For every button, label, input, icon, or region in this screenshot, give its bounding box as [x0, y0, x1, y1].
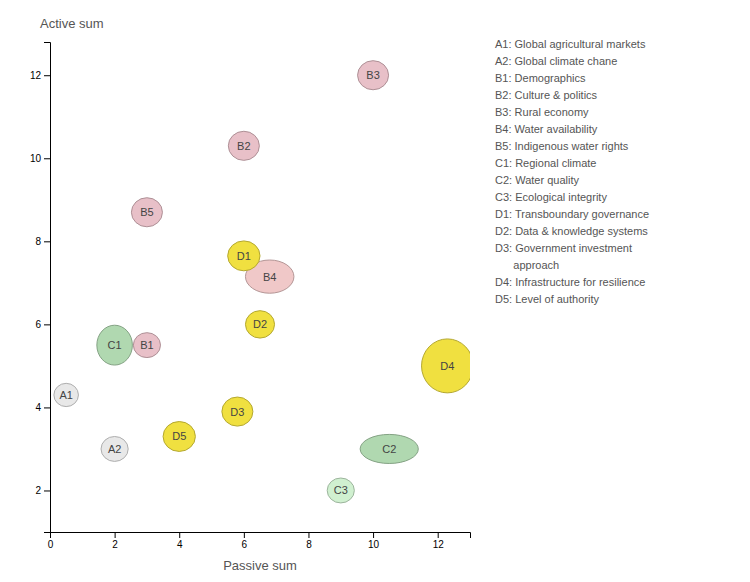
tick: 8: [306, 532, 312, 550]
tick: 10: [368, 532, 380, 550]
point-label: D1: [237, 250, 251, 262]
point-label: A2: [108, 443, 121, 455]
tick: 6: [35, 319, 50, 330]
tick-mark: [44, 407, 50, 408]
legend-entry: B4: Water availability: [495, 123, 598, 135]
legend-entry: D5: Level of authority: [495, 293, 599, 305]
axis-line: [51, 533, 471, 539]
point: [228, 131, 259, 160]
tick-label: 0: [48, 539, 54, 550]
tick-label: 10: [368, 539, 380, 550]
point-label: B4: [263, 271, 276, 283]
tick: 4: [177, 532, 183, 550]
tick-label: 8: [306, 539, 312, 550]
point-label: B5: [140, 206, 153, 218]
point: [422, 339, 470, 393]
tick: 2: [112, 532, 118, 550]
point-label: B3: [366, 69, 379, 81]
tick-mark: [44, 75, 50, 76]
point-label: B1: [140, 339, 153, 351]
legend-entry: B1: Demographics: [495, 72, 586, 84]
tick-mark: [308, 532, 309, 538]
point-label: D3: [230, 406, 244, 418]
point: [163, 422, 195, 452]
x-axis: 0 2 4 6 8 10 12: [48, 532, 471, 550]
tick-mark: [438, 532, 439, 538]
legend-entry: C1: Regional climate: [495, 157, 597, 169]
tick-label: 6: [242, 539, 248, 550]
legend-entry: C3: Ecological integrity: [495, 191, 607, 203]
point-label: B2: [237, 140, 250, 152]
legend-entry: B5: Indigenous water rights: [495, 140, 629, 152]
tick-label: 2: [112, 539, 118, 550]
legend-entry: D3: Government investment approach: [495, 242, 632, 271]
tick-mark: [44, 490, 50, 491]
point-label: C3: [334, 484, 348, 496]
tick-mark: [244, 532, 245, 538]
y-axis-title: Active sum: [40, 16, 104, 31]
legend-entry: D4: Infrastructure for resilience: [495, 276, 645, 288]
legend-entry: D1: Transboundary governance: [495, 208, 649, 220]
point: [222, 397, 253, 426]
tick-label: 12: [433, 539, 445, 550]
tick: 12: [433, 532, 445, 550]
axis-line: [44, 43, 51, 533]
plot: 0 2 4 6 8 10 12 2 4 6 8 10 12 A1 A2 B1 B2 B3 B4 B5 C1 C2 C3 D1 D…: [30, 43, 473, 551]
tick-label: 2: [35, 485, 41, 496]
legend-entry: D2: Data & knowledge systems: [495, 225, 648, 237]
legend-entry: C2: Water quality: [495, 174, 579, 186]
point: [358, 61, 389, 90]
point-label: D2: [253, 318, 267, 330]
tick: 12: [30, 70, 50, 81]
tick-mark: [44, 241, 50, 242]
tick-label: 12: [30, 70, 42, 81]
tick: 2: [35, 485, 50, 496]
tick-label: 6: [35, 319, 41, 330]
tick-label: 10: [30, 153, 42, 164]
tick-mark: [373, 532, 374, 538]
tick: 4: [35, 402, 50, 413]
point: [360, 434, 418, 463]
point: [101, 436, 128, 461]
point: [133, 333, 160, 358]
point-label: D4: [440, 360, 454, 372]
legend-entry: A1: Global agricultural markets: [495, 38, 646, 50]
tick: 0: [48, 532, 54, 550]
point: [327, 478, 354, 503]
tick-label: 4: [177, 539, 183, 550]
point-label: C2: [382, 443, 396, 455]
tick-label: 4: [35, 402, 41, 413]
points: [54, 61, 470, 503]
legend-entry: B2: Culture & politics: [495, 89, 598, 101]
tick-mark: [179, 532, 180, 538]
tick: 6: [242, 532, 248, 550]
x-axis-title: Passive sum: [223, 558, 297, 573]
point-label: D5: [172, 430, 186, 442]
y-axis: 2 4 6 8 10 12: [30, 43, 51, 533]
tick-label: 8: [35, 236, 41, 247]
point-labels: A1 A2 B1 B2 B3 B4 B5 C1 C2 C3 D1 D2 D3 D4 D5: [59, 69, 454, 496]
point: [97, 325, 133, 365]
point: [245, 311, 274, 338]
point: [131, 198, 162, 227]
point: [228, 241, 260, 271]
tick-mark: [44, 158, 50, 159]
legend: A1: Global agricultural markets A2: Globa…: [495, 38, 649, 305]
tick: 10: [30, 153, 50, 164]
point-label: A1: [59, 389, 72, 401]
tick: 8: [35, 236, 50, 247]
tick-mark: [44, 324, 50, 325]
point: [54, 383, 79, 406]
point-label: C1: [108, 339, 122, 351]
legend-entry: A2: Global climate chane: [495, 55, 617, 67]
chart: 0 2 4 6 8 10 12 2 4 6 8 10 12 A1 A2 B1 B2 B3 B4 B5 C1 C2 C3 D1 D…: [0, 0, 750, 582]
legend-entry: B3: Rural economy: [495, 106, 589, 118]
tick-mark: [115, 532, 116, 538]
